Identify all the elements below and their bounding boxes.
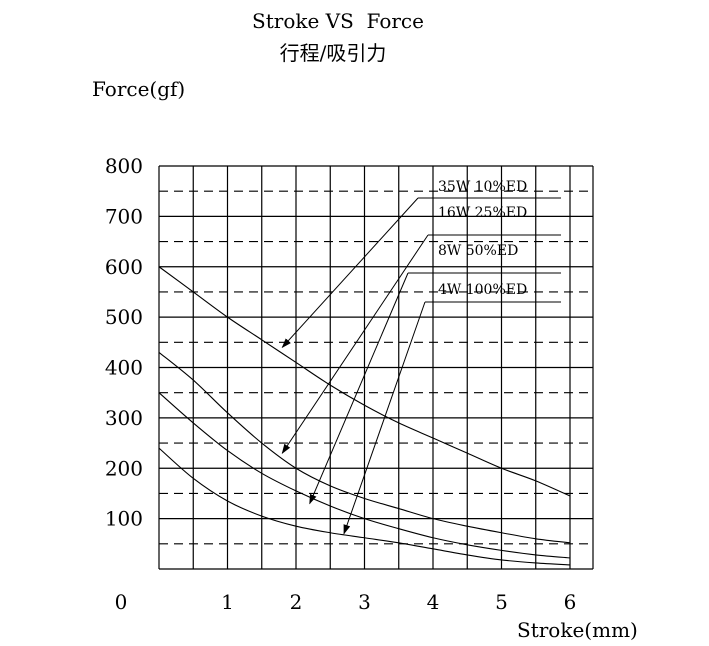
tick-labels: 100 200 300 400 500 600 700 800 1 2 3 4 5 6	[105, 154, 577, 614]
y-tick-label: 300	[105, 406, 143, 430]
series-line-2	[158, 351, 571, 544]
legend-leader-arrow	[281, 197, 419, 349]
x-tick-label: 2	[290, 590, 303, 614]
legend-label-4: 4W 100%ED	[438, 282, 527, 298]
x-tick-label: 4	[427, 590, 440, 614]
x-tick-label: 5	[495, 590, 508, 614]
x-axis-label: Stroke(mm)	[517, 618, 638, 642]
legend-label-1: 35W 10%ED	[438, 179, 527, 195]
chart-title: Stroke VS Force	[252, 9, 424, 33]
series-line-4	[158, 447, 571, 566]
series-line-1	[158, 266, 571, 497]
grid	[158, 165, 594, 570]
y-tick-label: 700	[105, 204, 143, 228]
y-tick-label: 400	[105, 356, 143, 380]
y-tick-label: 600	[105, 255, 143, 279]
x-tick-label: 6	[564, 590, 577, 614]
y-tick-label: 200	[105, 456, 143, 480]
x-tick-label: 3	[358, 590, 371, 614]
legend: 35W 10%ED 16W 25%ED 8W 50%ED 4W 100%ED	[281, 179, 561, 535]
legend-leader-arrow	[343, 301, 426, 535]
y-tick-label: 100	[105, 507, 143, 531]
x-tick-label: 1	[221, 590, 234, 614]
legend-label-2: 16W 25%ED	[438, 205, 527, 221]
y-tick-label: 800	[105, 154, 143, 178]
legend-leader-arrow	[281, 234, 429, 454]
legend-leader-arrow	[309, 272, 409, 505]
legend-label-3: 8W 50%ED	[438, 243, 518, 259]
chart-subtitle: 行程/吸引力	[280, 41, 387, 65]
y-axis-label: Force(gf)	[92, 77, 185, 101]
series-line-3	[158, 392, 571, 559]
series-lines	[158, 266, 571, 566]
y-tick-label: 500	[105, 305, 143, 329]
origin-label: 0	[115, 590, 128, 614]
